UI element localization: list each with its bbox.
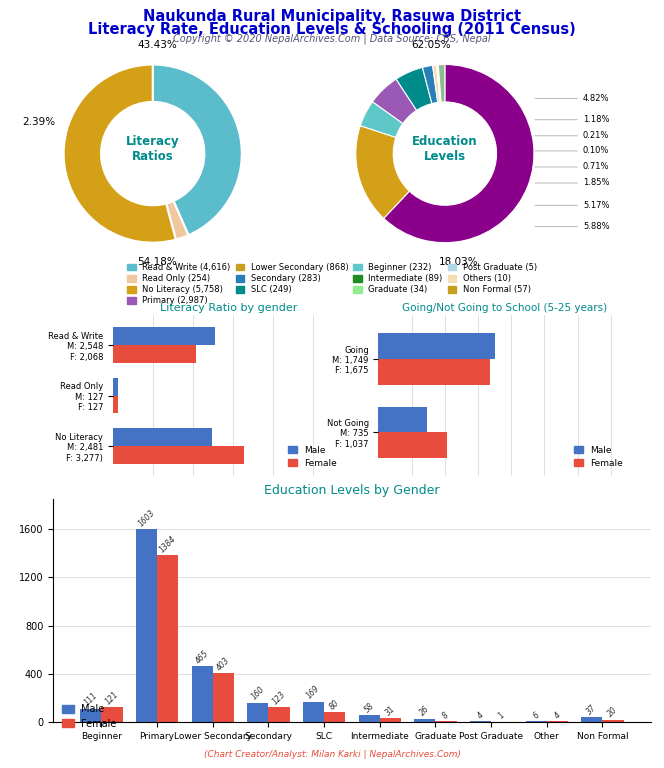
Wedge shape [361, 101, 403, 137]
Text: Education
Levels: Education Levels [412, 135, 477, 163]
Bar [80, 709, 102, 722]
Text: 1.85%: 1.85% [535, 178, 610, 187]
Bar [192, 666, 212, 722]
Text: (Chart Creator/Analyst: Milan Karki | NepalArchives.Com): (Chart Creator/Analyst: Milan Karki | Ne… [203, 750, 461, 759]
Text: 31: 31 [384, 704, 397, 717]
Text: 37: 37 [585, 703, 598, 717]
Wedge shape [64, 65, 176, 243]
Text: Naukunda Rural Municipality, Rasuwa District: Naukunda Rural Municipality, Rasuwa Dist… [143, 9, 521, 25]
Text: 2.39%: 2.39% [22, 118, 55, 127]
Bar [324, 712, 345, 722]
Text: 403: 403 [215, 656, 232, 673]
Text: 0.71%: 0.71% [535, 163, 610, 171]
Wedge shape [153, 65, 242, 235]
Bar [113, 327, 215, 345]
Bar [113, 378, 118, 396]
Bar [378, 432, 448, 458]
Wedge shape [384, 65, 534, 243]
Bar [303, 702, 324, 722]
Text: Literacy Rate, Education Levels & Schooling (2011 Census): Literacy Rate, Education Levels & School… [88, 22, 576, 37]
Text: 169: 169 [305, 684, 322, 700]
Text: 465: 465 [194, 648, 210, 665]
Text: 123: 123 [271, 690, 288, 706]
Text: Literacy
Ratios: Literacy Ratios [126, 135, 179, 163]
Text: 5.17%: 5.17% [535, 200, 610, 210]
Bar [212, 674, 234, 722]
Text: 62.05%: 62.05% [412, 40, 452, 50]
Bar [113, 396, 118, 413]
Text: 0.10%: 0.10% [535, 147, 610, 155]
Text: 20: 20 [606, 705, 620, 719]
Bar [414, 719, 436, 722]
Legend: Male, Female: Male, Female [58, 700, 121, 733]
Wedge shape [166, 201, 189, 240]
Text: 6: 6 [531, 710, 541, 720]
Bar [581, 717, 602, 722]
Wedge shape [433, 65, 440, 102]
Bar [380, 718, 401, 722]
Title: Literacy Ratio by gender: Literacy Ratio by gender [161, 303, 297, 313]
Wedge shape [436, 65, 440, 102]
Title: Education Levels by Gender: Education Levels by Gender [264, 484, 440, 497]
Bar [113, 429, 212, 446]
Title: Going/Not Going to School (5-25 years): Going/Not Going to School (5-25 years) [402, 303, 607, 313]
Bar [436, 721, 457, 722]
Bar [378, 333, 495, 359]
Text: 4.82%: 4.82% [535, 94, 610, 103]
Text: 58: 58 [363, 700, 376, 714]
Bar [602, 720, 623, 722]
Bar [378, 359, 489, 385]
Bar [247, 703, 268, 722]
Legend: Male, Female: Male, Female [285, 442, 341, 472]
Wedge shape [373, 79, 416, 124]
Text: 18.03%: 18.03% [438, 257, 478, 267]
Text: 1603: 1603 [136, 508, 157, 528]
Text: 4: 4 [475, 710, 485, 720]
Text: 1: 1 [497, 711, 507, 721]
Text: 54.18%: 54.18% [137, 257, 177, 267]
Wedge shape [437, 65, 441, 102]
Text: 8: 8 [441, 710, 451, 720]
Text: 5.88%: 5.88% [535, 222, 610, 231]
Wedge shape [438, 65, 445, 102]
Bar [359, 715, 380, 722]
Bar [113, 345, 196, 362]
Wedge shape [396, 68, 432, 111]
Text: 26: 26 [418, 704, 432, 718]
Legend: Male, Female: Male, Female [570, 442, 626, 472]
Text: 4: 4 [552, 710, 562, 720]
Bar [268, 707, 290, 722]
Bar [113, 446, 244, 464]
Text: 111: 111 [82, 691, 99, 707]
Text: 160: 160 [250, 685, 266, 702]
Text: 1384: 1384 [157, 535, 178, 554]
Text: 43.43%: 43.43% [137, 40, 177, 50]
Text: 80: 80 [328, 698, 341, 711]
Text: 1.18%: 1.18% [535, 115, 610, 124]
Wedge shape [356, 126, 410, 218]
Text: 0.21%: 0.21% [535, 131, 610, 141]
Wedge shape [422, 65, 438, 104]
Legend: Read & Write (4,616), Read Only (254), No Literacy (5,758), Primary (2,987), Low: Read & Write (4,616), Read Only (254), N… [127, 263, 537, 306]
Bar [157, 555, 178, 722]
Bar [102, 707, 123, 722]
Bar [378, 406, 428, 432]
Text: Copyright © 2020 NepalArchives.Com | Data Source: CBS, Nepal: Copyright © 2020 NepalArchives.Com | Dat… [173, 34, 491, 45]
Bar [136, 529, 157, 722]
Text: 121: 121 [104, 690, 120, 707]
